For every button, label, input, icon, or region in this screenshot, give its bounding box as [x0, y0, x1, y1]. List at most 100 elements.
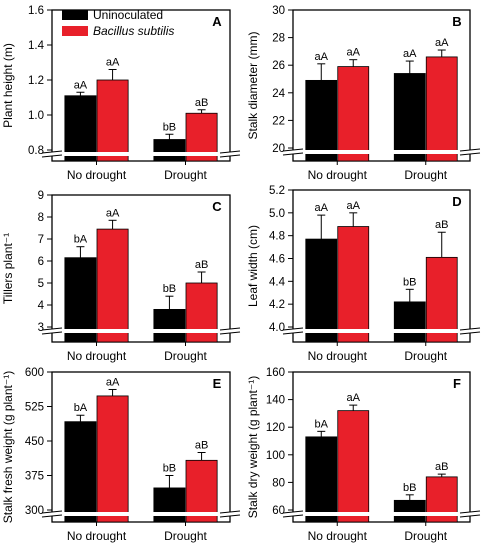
- axis-break-mark: [459, 514, 481, 518]
- y-tick-label: 22: [272, 115, 285, 127]
- bar: [393, 499, 426, 523]
- significance-letter: aA: [347, 200, 361, 212]
- legend-swatch-bacillus: [62, 26, 88, 36]
- y-tick-label: 26: [272, 60, 285, 72]
- x-tick-label: Drought: [404, 529, 447, 543]
- panel-letter: E: [213, 376, 222, 391]
- y-axis-label: Stalk dry weight (g plant⁻¹): [246, 376, 260, 518]
- y-tick-label: 80: [272, 477, 285, 489]
- axis-break-gap: [287, 329, 476, 333]
- y-tick-label: 4.0: [269, 322, 285, 334]
- axis-break-mark: [219, 154, 241, 158]
- legend-swatch-uninoculated: [62, 10, 88, 20]
- y-tick-label: 4: [38, 300, 45, 312]
- y-tick-label: 525: [25, 402, 44, 414]
- y-tick-label: 5.0: [269, 208, 285, 220]
- x-tick-label: Drought: [164, 168, 207, 182]
- axis-break-mark: [459, 331, 481, 335]
- significance-letter: aB: [195, 97, 208, 109]
- plot-frame: [51, 194, 231, 343]
- significance-letter: bB: [403, 482, 416, 494]
- significance-letter: aA: [435, 37, 449, 49]
- y-tick-label: 300: [25, 505, 44, 517]
- significance-letter: aB: [435, 461, 448, 473]
- significance-letter: aA: [315, 202, 329, 214]
- bar: [96, 395, 129, 523]
- bar: [96, 228, 129, 343]
- y-tick-label: 24: [272, 88, 285, 100]
- x-tick-label: No drought: [67, 529, 127, 543]
- axis-break-mark: [219, 327, 241, 331]
- axis-break-mark: [41, 510, 63, 514]
- axis-break-mark: [459, 510, 481, 514]
- axis-break-mark: [41, 514, 63, 518]
- axis-break-mark: [41, 150, 63, 154]
- legend-label-uninoculated: Uninoculated: [93, 8, 163, 22]
- bar: [153, 487, 186, 523]
- y-tick-label: 450: [25, 436, 44, 448]
- y-tick-label: 5: [38, 278, 44, 290]
- x-tick-label: No drought: [67, 168, 127, 182]
- y-tick-label: 160: [266, 367, 285, 379]
- significance-letter: aA: [403, 48, 417, 60]
- plot-frame: [292, 371, 471, 523]
- axis-break-mark: [282, 327, 304, 331]
- plot-frame: [51, 371, 231, 523]
- axis-break-gap: [46, 329, 236, 333]
- y-tick-label: 20: [272, 143, 285, 155]
- y-tick-label: 4.2: [269, 299, 285, 311]
- axis-break-gap: [287, 150, 476, 154]
- axis-break-mark: [41, 331, 63, 335]
- panel-letter: F: [453, 376, 461, 391]
- y-tick-label: 140: [266, 395, 285, 407]
- legend: Uninoculated Bacillus subtilis: [62, 8, 174, 38]
- x-tick-label: Drought: [164, 349, 207, 363]
- bar: [393, 301, 426, 343]
- y-tick-label: 9: [38, 190, 44, 202]
- significance-letter: aA: [106, 376, 120, 388]
- significance-letter: aA: [106, 57, 120, 69]
- significance-letter: bB: [163, 121, 176, 133]
- bar: [425, 56, 458, 162]
- axis-break-mark: [282, 510, 304, 514]
- axis-break-mark: [282, 514, 304, 518]
- significance-letter: aB: [435, 219, 448, 231]
- axis-break-mark: [459, 152, 481, 156]
- x-tick-label: Drought: [404, 349, 447, 363]
- y-axis-label: Plant height (m): [1, 43, 15, 128]
- axis-break-mark: [41, 327, 63, 331]
- panels: aA bB aA aB 0.8 1.0 1.2 1.4 1.6 No drought Drought…: [1, 5, 481, 543]
- significance-letter: aA: [315, 51, 329, 63]
- x-tick-label: No drought: [308, 168, 368, 182]
- x-tick-label: No drought: [308, 529, 368, 543]
- bar: [305, 238, 338, 343]
- x-tick-label: No drought: [67, 349, 127, 363]
- significance-letter: aB: [195, 440, 208, 452]
- y-tick-label: 375: [25, 471, 44, 483]
- significance-letter: aA: [347, 392, 361, 404]
- axis-break-mark: [459, 327, 481, 331]
- y-tick-label: 1.0: [28, 110, 44, 122]
- y-tick-label: 1.2: [28, 75, 44, 87]
- bar: [337, 66, 370, 162]
- y-tick-label: 7: [38, 234, 44, 246]
- panel-c: bA bB aA aB 3 4 5 6 7 8 9 No drought Drought Tillers …: [1, 190, 241, 363]
- significance-letter: bB: [403, 276, 416, 288]
- plot-frame: [292, 9, 471, 162]
- plot-frame: [292, 189, 471, 343]
- y-tick-label: 5.2: [269, 185, 285, 197]
- significance-letter: aA: [106, 207, 120, 219]
- bar: [64, 257, 97, 343]
- y-tick-label: 4.6: [269, 254, 285, 266]
- x-tick-label: Drought: [404, 168, 447, 182]
- y-axis-label: Stalk fresh weight (g plant⁻¹): [1, 371, 15, 523]
- y-tick-label: 30: [272, 5, 285, 17]
- significance-letter: aA: [74, 79, 88, 91]
- panel-d: aA bB aA aB 4.0 4.2 4.4 4.6 4.8 5.0 5.2 No drought D…: [246, 185, 481, 363]
- bar: [153, 139, 186, 162]
- bar: [393, 73, 426, 162]
- significance-letter: bA: [74, 402, 88, 414]
- bar: [425, 256, 458, 343]
- significance-letter: bB: [163, 463, 176, 475]
- panel-letter: C: [212, 199, 222, 214]
